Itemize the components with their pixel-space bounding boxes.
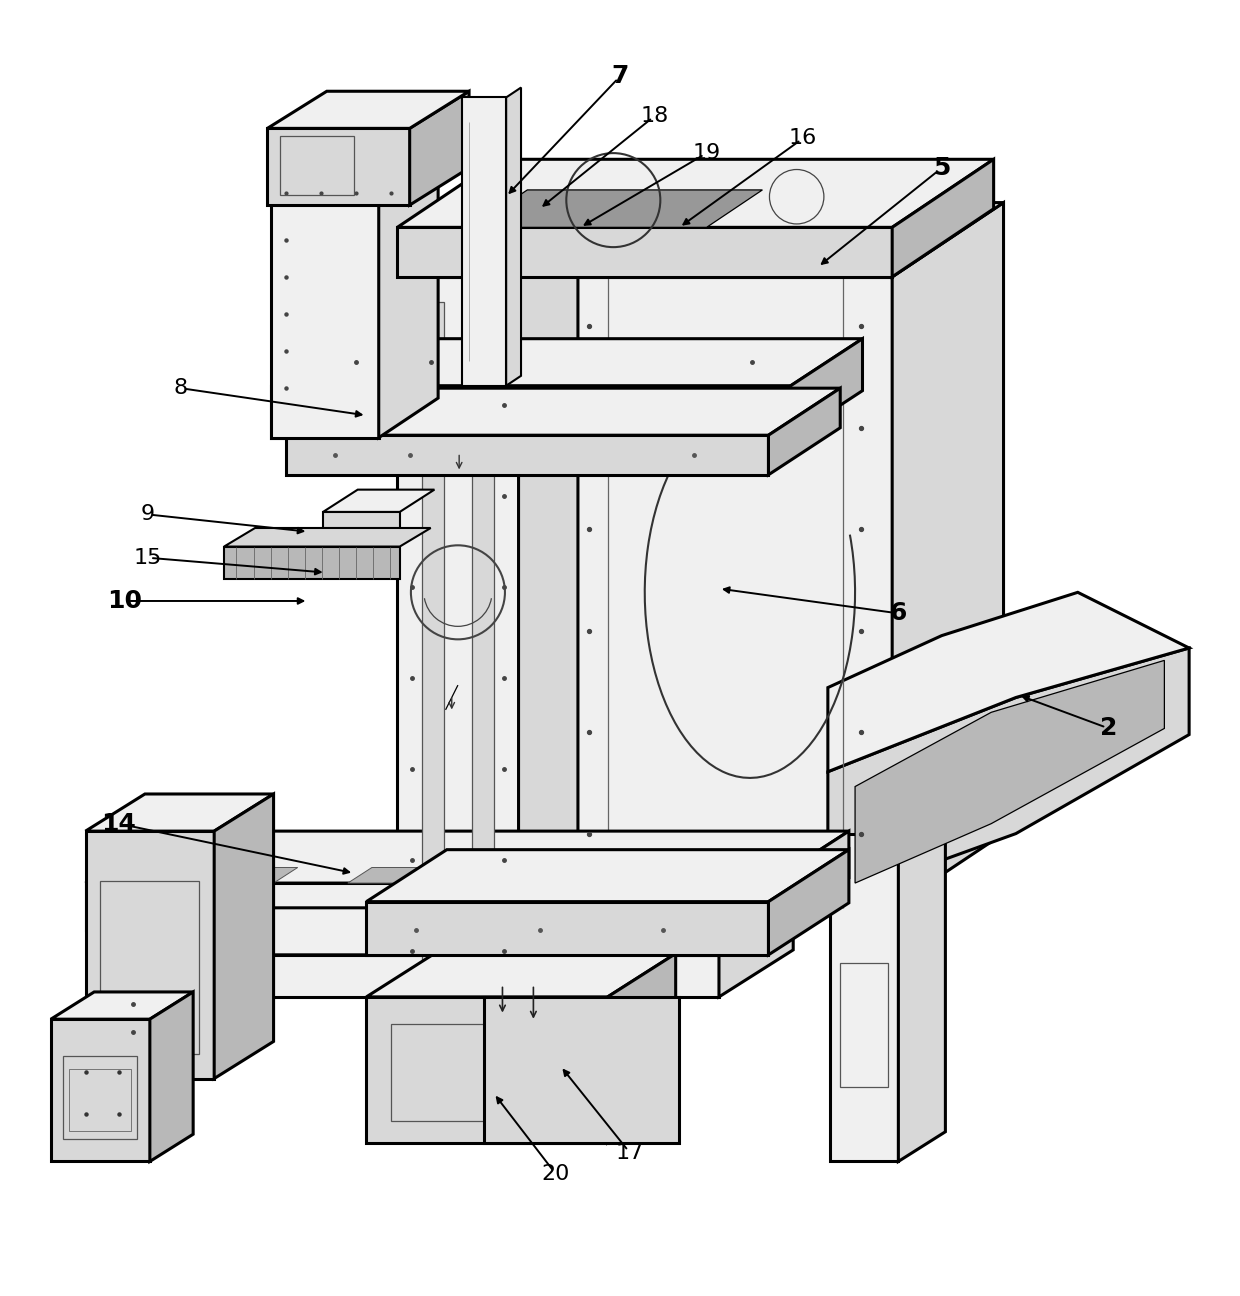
Polygon shape [769,389,841,474]
Text: 15: 15 [133,548,161,568]
Polygon shape [366,902,769,955]
Polygon shape [215,794,274,1078]
Polygon shape [558,202,1003,277]
Text: 9: 9 [140,504,155,525]
Text: 18: 18 [641,106,668,126]
Text: 6: 6 [889,601,908,626]
Polygon shape [224,547,399,579]
Polygon shape [268,128,409,205]
Polygon shape [828,648,1189,902]
Polygon shape [657,248,875,277]
Polygon shape [831,833,898,1161]
Polygon shape [86,831,849,883]
Polygon shape [898,804,945,1161]
Polygon shape [272,386,791,438]
Polygon shape [409,91,469,205]
Text: 2: 2 [1100,717,1117,740]
Polygon shape [496,867,608,883]
Polygon shape [893,159,993,277]
Polygon shape [397,159,993,227]
Polygon shape [769,831,849,931]
Polygon shape [366,850,849,902]
Text: 17: 17 [616,1143,644,1163]
Polygon shape [366,997,608,1143]
Polygon shape [51,1019,150,1161]
Polygon shape [366,954,676,997]
Text: 7: 7 [611,65,629,88]
Polygon shape [86,883,769,931]
Polygon shape [224,527,430,547]
Polygon shape [518,237,578,1001]
Polygon shape [769,850,849,955]
Text: 14: 14 [102,811,136,836]
Polygon shape [791,338,863,438]
Polygon shape [558,277,893,907]
Polygon shape [397,277,518,1001]
Polygon shape [719,907,794,997]
Polygon shape [100,907,794,955]
Text: 5: 5 [932,156,950,180]
Text: 19: 19 [692,143,720,163]
Polygon shape [422,302,444,976]
Polygon shape [324,490,434,512]
Polygon shape [378,163,438,438]
Polygon shape [187,867,298,883]
Polygon shape [272,163,438,202]
Polygon shape [471,302,494,976]
Polygon shape [100,955,719,997]
Text: 20: 20 [542,1164,570,1183]
Polygon shape [324,512,399,539]
Polygon shape [506,88,521,386]
Polygon shape [461,97,506,386]
Polygon shape [484,997,680,1143]
Polygon shape [286,435,769,474]
Text: 16: 16 [789,128,817,148]
Polygon shape [397,237,578,277]
Polygon shape [828,592,1189,771]
Polygon shape [286,389,841,435]
Polygon shape [471,191,763,227]
Polygon shape [347,867,459,883]
Polygon shape [856,661,1164,883]
Polygon shape [268,91,469,128]
Polygon shape [397,227,893,277]
Text: 8: 8 [174,378,187,398]
Polygon shape [86,794,274,831]
Polygon shape [150,991,193,1161]
Polygon shape [86,831,215,1078]
Polygon shape [272,338,863,386]
Polygon shape [272,202,378,438]
Text: 10: 10 [108,588,143,613]
Polygon shape [893,202,1003,907]
Polygon shape [51,991,193,1019]
Polygon shape [608,954,676,1143]
